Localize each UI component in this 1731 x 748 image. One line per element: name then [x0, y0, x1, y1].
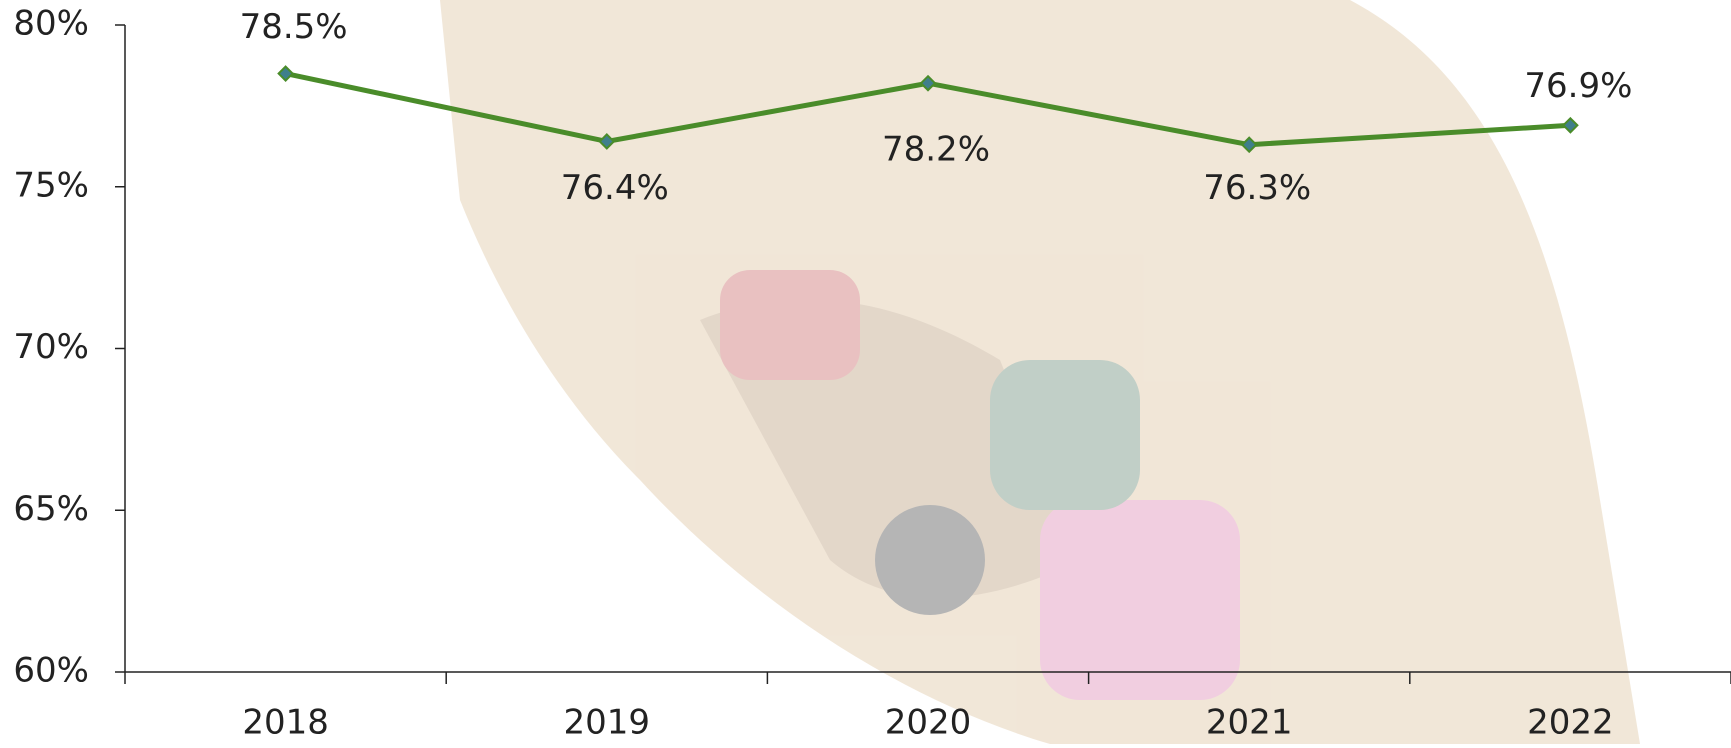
marker	[1240, 136, 1258, 154]
y-tick-label: 75%	[13, 165, 89, 205]
data-label: 76.4%	[561, 168, 669, 208]
marker	[277, 65, 295, 82]
x-tick-label: 2019	[564, 703, 651, 743]
y-tick-label: 65%	[13, 489, 89, 529]
y-tick-label: 70%	[13, 327, 89, 367]
marker	[919, 74, 937, 92]
marker	[1561, 116, 1579, 134]
data-label: 76.3%	[1203, 168, 1311, 208]
data-label: 78.5%	[240, 7, 348, 47]
x-tick-label: 2022	[1527, 703, 1614, 743]
x-tick-label: 2021	[1206, 703, 1293, 743]
background-photo	[440, 0, 1640, 744]
y-tick-label: 80%	[13, 4, 89, 44]
x-tick-label: 2020	[885, 703, 972, 743]
data-label: 78.2%	[882, 130, 990, 170]
data-label: 76.9%	[1524, 66, 1632, 106]
x-tick-label: 2018	[242, 703, 329, 743]
y-tick-label: 60%	[13, 651, 89, 691]
marker	[598, 133, 616, 150]
